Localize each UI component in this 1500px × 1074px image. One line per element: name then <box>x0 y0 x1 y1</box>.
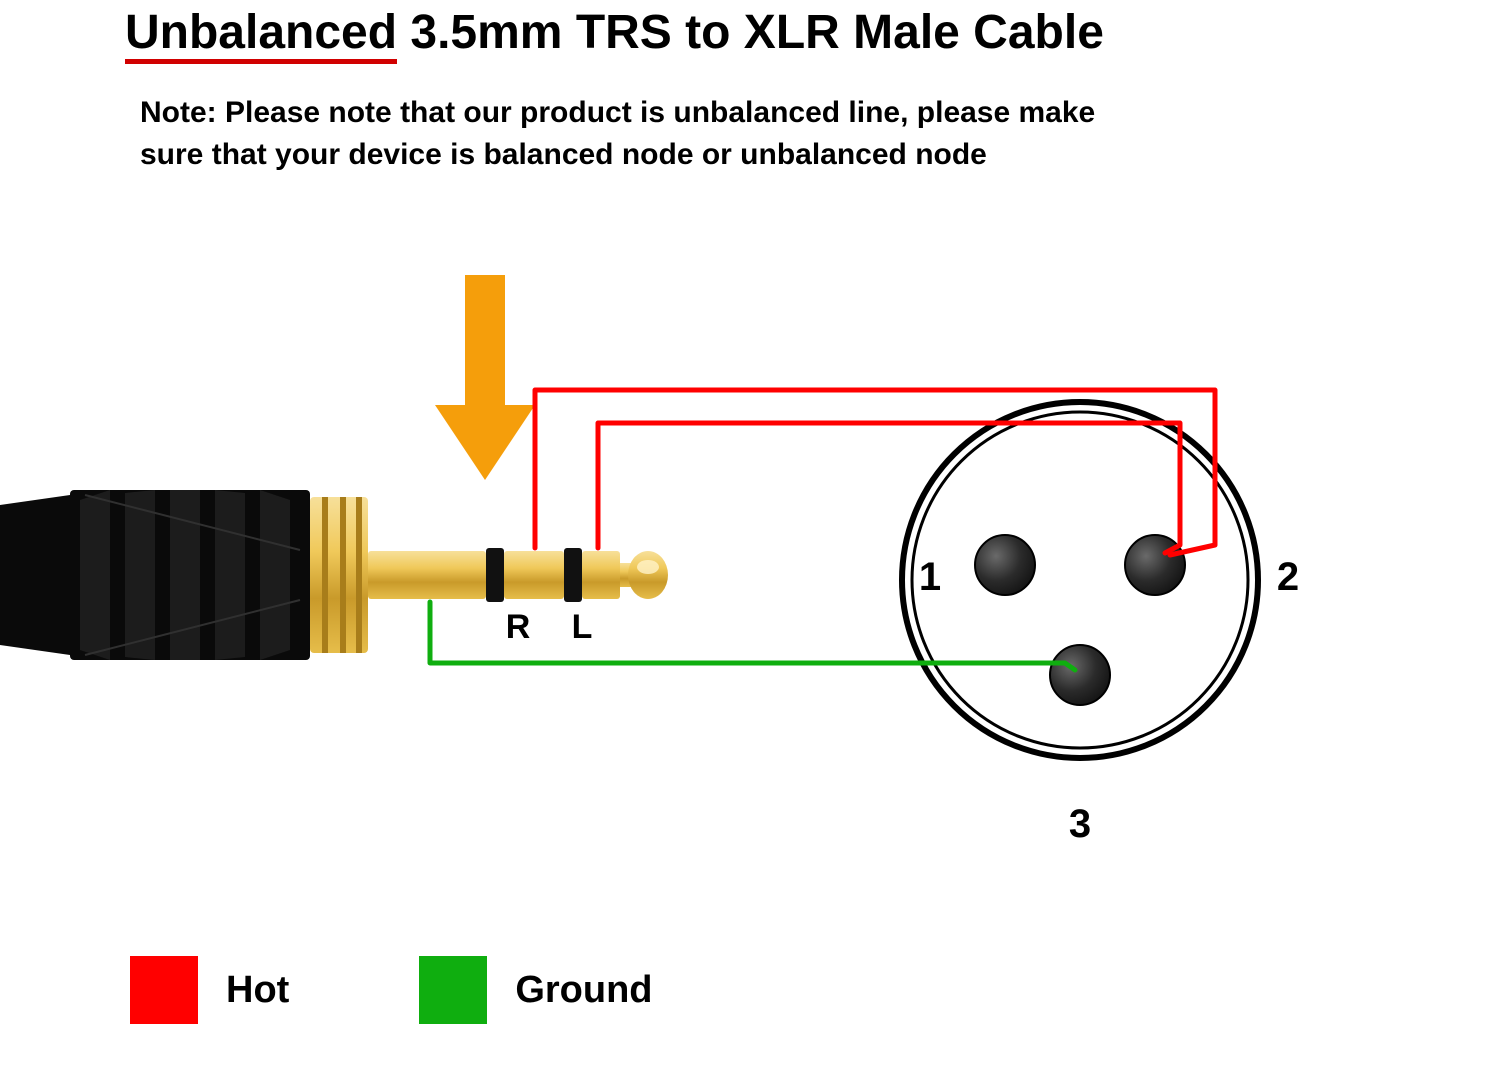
down-arrow-icon <box>435 275 535 480</box>
legend-item-ground: Ground <box>419 956 652 1024</box>
legend-label-hot: Hot <box>226 969 289 1012</box>
page-title: Unbalanced 3.5mm TRS to XLR Male Cable <box>125 5 1104 60</box>
xlr-pin-2 <box>1125 535 1185 595</box>
legend: Hot Ground <box>130 956 653 1024</box>
xlr-pin-1 <box>975 535 1035 595</box>
title-underlined: Unbalanced <box>125 6 397 64</box>
title-rest: 3.5mm TRS to XLR Male Cable <box>397 6 1104 59</box>
xlr-pin1-label: 1 <box>919 555 941 599</box>
xlr-pin-3 <box>1050 645 1110 705</box>
trs-connector-body <box>0 490 368 660</box>
xlr-pin3-label: 3 <box>1069 802 1091 846</box>
xlr-pin2-label: 2 <box>1277 555 1299 599</box>
note-text: Note: Please note that our product is un… <box>140 92 1120 176</box>
trs-ring-label: R <box>506 608 531 646</box>
trs-shaft <box>368 548 668 602</box>
legend-swatch-hot <box>130 956 198 1024</box>
trs-tip-label: L <box>572 608 593 646</box>
wiring-diagram: R L 1 2 3 <box>0 245 1500 895</box>
legend-item-hot: Hot <box>130 956 289 1024</box>
xlr-connector <box>902 402 1258 758</box>
legend-label-ground: Ground <box>515 969 652 1012</box>
legend-swatch-ground <box>419 956 487 1024</box>
